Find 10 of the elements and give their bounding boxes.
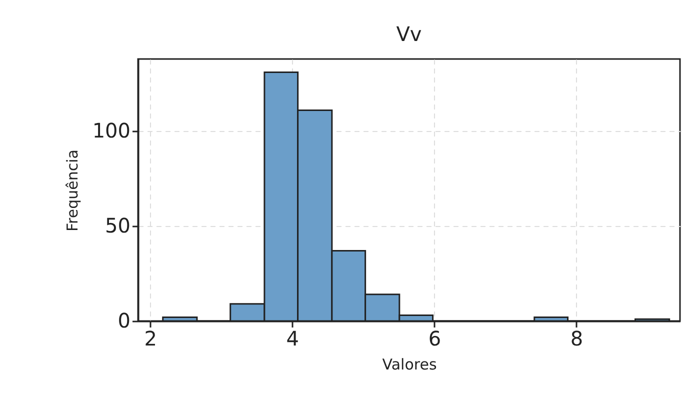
x-axis-title: Valores — [382, 356, 437, 374]
y-tick-label: 0 — [118, 308, 130, 332]
x-tick-label: 4 — [286, 326, 300, 350]
x-tick-label: 2 — [144, 326, 157, 350]
x-tick-label: 8 — [570, 326, 584, 350]
x-tick-label: 6 — [428, 326, 442, 350]
chart-title: Vv — [396, 22, 422, 46]
y-axis-title: Frequência — [63, 150, 82, 232]
y-tick-label: 100 — [92, 118, 130, 143]
y-tick-label: 50 — [105, 214, 130, 238]
